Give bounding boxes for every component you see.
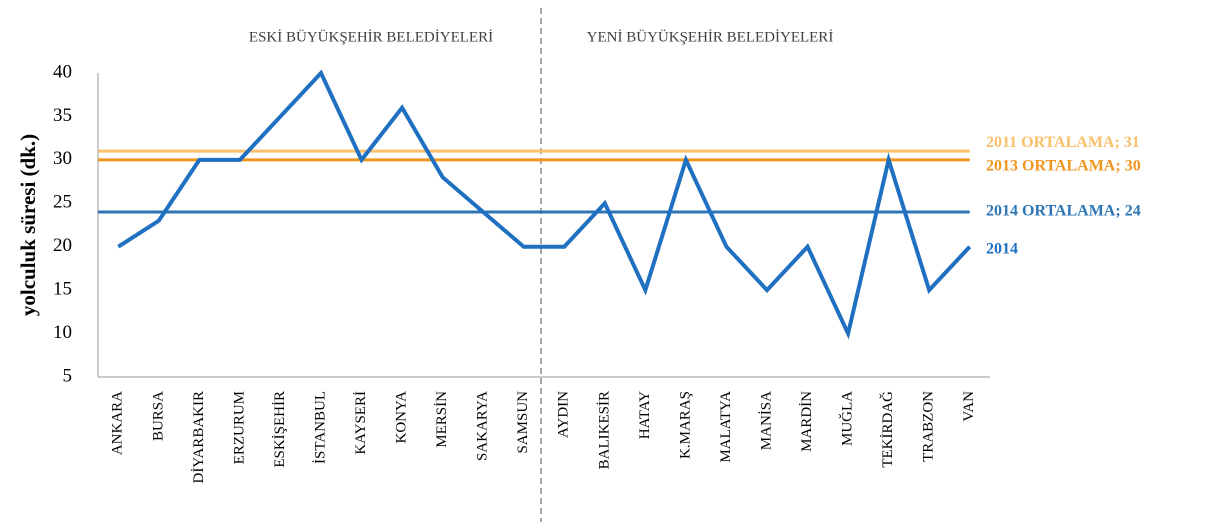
y-tick-label: 40 (53, 61, 72, 82)
x-tick-label: MARDİN (799, 391, 815, 452)
y-tick-label: 20 (53, 235, 72, 256)
x-tick-label: SAKARYA (475, 391, 491, 461)
x-tick-label: TEKİRDAĞ (879, 391, 896, 468)
y-tick-label: 25 (53, 192, 72, 213)
x-tick-label: MERSİN (434, 391, 450, 448)
x-tick-label: ERZURUM (231, 391, 247, 464)
series-label: 2014 (986, 240, 1018, 257)
x-tick-label: TRABZON (921, 391, 937, 462)
data-line (117, 69, 972, 340)
y-tick-label: 35 (53, 105, 72, 126)
x-tick-label: BALIKESİR (596, 391, 612, 469)
reference-label: 2014 ORTALAMA; 24 (986, 203, 1141, 220)
x-tick-label: BURSA (150, 391, 166, 441)
x-tick-label: MUĞLA (839, 391, 856, 446)
y-tick-label: 10 (53, 322, 72, 343)
x-tick-label: DİYARBAKIR (191, 391, 207, 484)
group-label: ESKİ BÜYÜKŞEHİR BELEDİYELERİ (249, 28, 493, 45)
y-tick-label: 30 (53, 148, 72, 169)
y-tick-label: 5 (63, 365, 73, 386)
x-tick-label: MANİSA (758, 391, 774, 450)
x-tick-label: KONYA (394, 391, 410, 444)
x-tick-label: K.MARAŞ (677, 391, 693, 459)
x-tick-label: AYDIN (556, 391, 572, 438)
x-tick-label: KAYSERİ (353, 391, 369, 455)
x-tick-label: MALATYA (718, 391, 734, 463)
x-tick-label: VAN (961, 391, 977, 422)
x-tick-label: ESKİŞEHİR (272, 391, 288, 468)
x-tick-label: İSTANBUL (312, 391, 328, 464)
x-tick-label: HATAY (637, 391, 653, 439)
reference-label: 2013 ORTALAMA; 30 (986, 158, 1141, 175)
x-tick-label: ANKARA (110, 391, 126, 455)
reference-label: 2011 ORTALAMA; 31 (986, 134, 1140, 151)
y-tick-label: 15 (53, 279, 72, 300)
y-axis-title: yolculuk süresi (dk.) (16, 134, 40, 316)
x-tick-label: SAMSUN (515, 391, 531, 454)
group-label: YENİ BÜYÜKŞEHİR BELEDİYELERİ (587, 28, 834, 45)
